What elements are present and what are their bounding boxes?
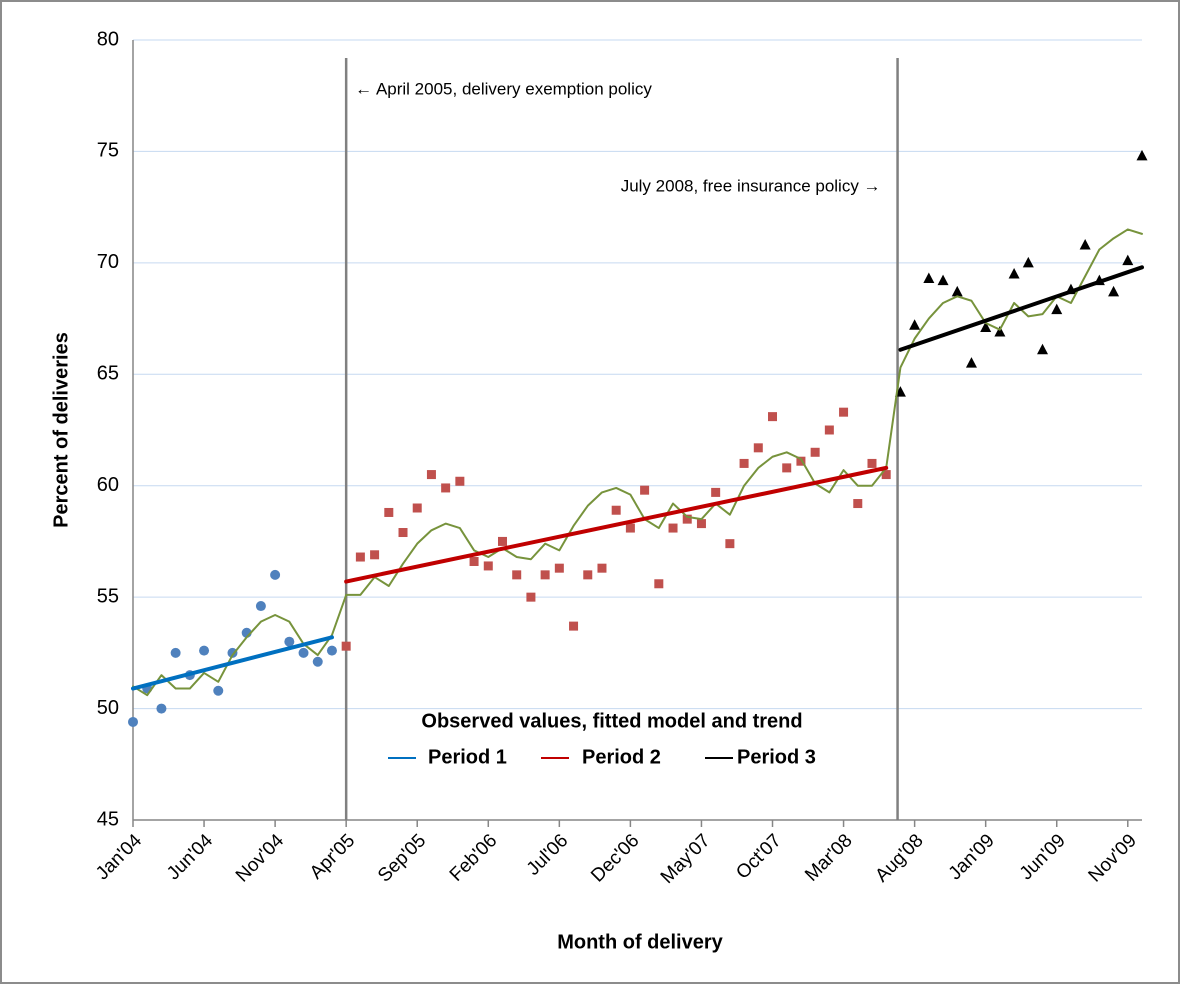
data-point — [867, 458, 877, 468]
trend-line — [344, 465, 889, 584]
trend-line — [898, 265, 1144, 352]
y-tick-label: 60 — [97, 474, 119, 496]
data-point — [625, 523, 635, 533]
y-tick-label: 80 — [97, 28, 119, 50]
annotation: ← April 2005, delivery exemption policy — [355, 79, 652, 98]
data-point — [398, 528, 408, 538]
data-point — [512, 570, 522, 580]
data-point — [370, 550, 380, 560]
data-point — [753, 443, 763, 453]
data-point — [1079, 239, 1091, 250]
trend-line — [131, 635, 334, 691]
data-point — [384, 507, 394, 517]
legend-label: Period 3 — [737, 746, 816, 768]
data-point — [355, 552, 365, 562]
legend-label: Period 1 — [428, 746, 507, 768]
data-point — [725, 539, 735, 549]
data-point — [611, 505, 621, 515]
data-point — [739, 458, 749, 468]
data-point — [1136, 149, 1148, 161]
data-point — [853, 499, 863, 509]
data-point — [1051, 303, 1063, 315]
data-point — [1108, 285, 1120, 297]
data-point — [569, 621, 579, 631]
legend-title: Observed values, fitted model and trend — [421, 710, 802, 732]
data-point — [326, 645, 337, 656]
data-point — [951, 285, 963, 297]
data-point — [341, 641, 351, 651]
data-point — [128, 716, 138, 727]
y-tick-label: 50 — [97, 697, 119, 719]
data-point — [668, 523, 678, 533]
data-point — [768, 412, 778, 422]
data-point — [965, 357, 977, 368]
y-tick-label: 65 — [97, 363, 119, 385]
y-tick-label: 75 — [97, 140, 119, 162]
data-point — [270, 569, 281, 580]
data-point — [312, 656, 323, 667]
data-point — [213, 685, 224, 696]
data-point — [298, 647, 309, 658]
data-point — [199, 645, 210, 656]
data-point — [796, 456, 806, 466]
data-point — [782, 463, 792, 473]
data-point — [923, 272, 935, 283]
data-point — [824, 425, 834, 435]
data-point — [284, 636, 295, 647]
data-point — [170, 647, 181, 658]
annotation: July 2008, free insurance policy → — [621, 176, 881, 195]
data-point — [469, 556, 479, 566]
data-point — [156, 703, 167, 714]
data-point — [696, 519, 706, 529]
data-point — [1122, 254, 1134, 266]
data-point — [682, 514, 692, 524]
data-point — [497, 536, 507, 546]
data-point — [1008, 268, 1020, 279]
data-point — [937, 274, 949, 286]
data-point — [526, 592, 536, 602]
data-point — [583, 570, 593, 580]
data-point — [1037, 343, 1049, 355]
fitted-line — [132, 228, 1143, 697]
data-point — [441, 483, 451, 493]
data-point — [483, 561, 493, 571]
data-point — [255, 601, 266, 612]
x-axis-title: Month of delivery — [557, 931, 723, 953]
data-point — [839, 407, 849, 417]
data-point — [994, 325, 1006, 337]
data-point — [654, 579, 664, 589]
data-point — [426, 470, 436, 480]
data-point — [597, 563, 607, 573]
data-point — [810, 447, 820, 457]
y-tick-label: 70 — [97, 251, 119, 273]
data-point — [909, 319, 921, 330]
y-tick-label: 45 — [97, 808, 119, 830]
y-tick-label: 55 — [97, 585, 119, 607]
data-point — [980, 321, 992, 332]
data-point — [711, 487, 721, 497]
data-point — [554, 563, 564, 573]
data-point — [640, 485, 650, 495]
data-point — [455, 476, 465, 486]
y-axis-title: Percent of deliveries — [50, 332, 72, 528]
data-point — [412, 503, 422, 513]
data-point — [540, 570, 550, 580]
data-point — [881, 470, 891, 480]
legend-label: Period 2 — [582, 746, 661, 768]
data-point — [1022, 256, 1034, 268]
